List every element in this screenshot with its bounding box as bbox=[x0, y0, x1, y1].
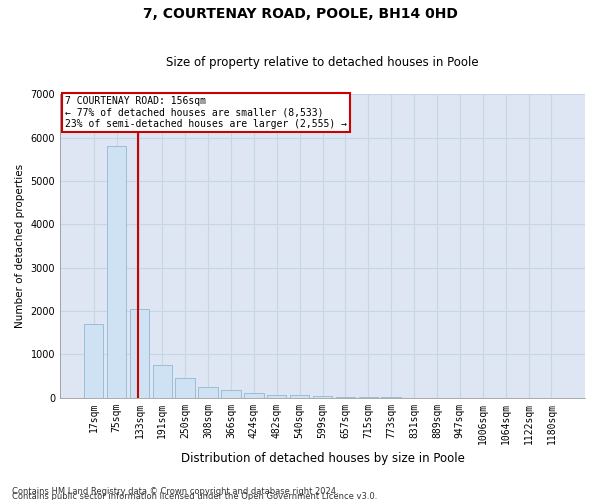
Y-axis label: Number of detached properties: Number of detached properties bbox=[15, 164, 25, 328]
Bar bbox=[290, 395, 310, 398]
Bar bbox=[107, 146, 126, 398]
Text: 7 COURTENAY ROAD: 156sqm
← 77% of detached houses are smaller (8,533)
23% of sem: 7 COURTENAY ROAD: 156sqm ← 77% of detach… bbox=[65, 96, 347, 129]
Bar bbox=[244, 393, 263, 398]
Bar bbox=[199, 387, 218, 398]
Bar bbox=[267, 394, 286, 398]
Text: Contains public sector information licensed under the Open Government Licence v3: Contains public sector information licen… bbox=[12, 492, 377, 500]
Text: 7, COURTENAY ROAD, POOLE, BH14 0HD: 7, COURTENAY ROAD, POOLE, BH14 0HD bbox=[143, 8, 457, 22]
Bar bbox=[313, 396, 332, 398]
Text: Contains HM Land Registry data © Crown copyright and database right 2024.: Contains HM Land Registry data © Crown c… bbox=[12, 486, 338, 496]
X-axis label: Distribution of detached houses by size in Poole: Distribution of detached houses by size … bbox=[181, 452, 464, 465]
Bar bbox=[130, 309, 149, 398]
Bar bbox=[221, 390, 241, 398]
Title: Size of property relative to detached houses in Poole: Size of property relative to detached ho… bbox=[166, 56, 479, 70]
Bar bbox=[335, 396, 355, 398]
Bar bbox=[152, 365, 172, 398]
Bar bbox=[84, 324, 103, 398]
Bar bbox=[175, 378, 195, 398]
